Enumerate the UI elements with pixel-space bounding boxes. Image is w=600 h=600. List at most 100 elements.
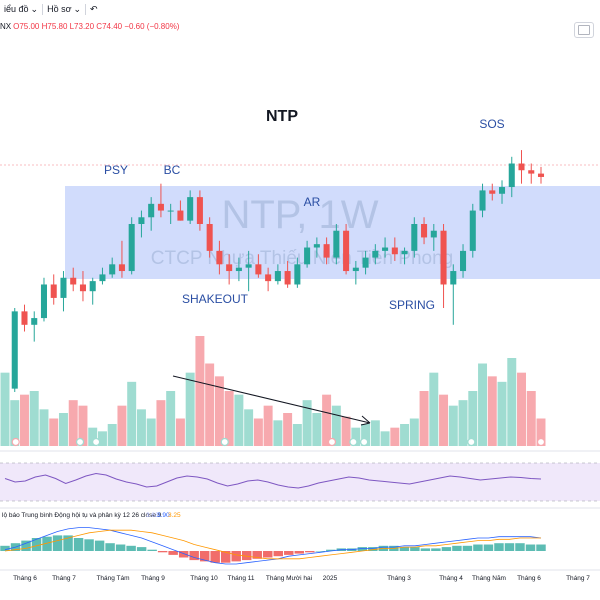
volume-bar xyxy=(312,413,322,446)
candle-body xyxy=(50,284,57,298)
volume-bar xyxy=(497,381,507,446)
chart-menu[interactable]: iểu đồ ⌄ xyxy=(0,4,42,15)
candle-body xyxy=(274,271,281,282)
volume-bar xyxy=(88,427,98,446)
volume-bar xyxy=(117,405,127,446)
macd-line xyxy=(4,527,542,565)
volume-bar xyxy=(322,394,332,446)
candle-body xyxy=(265,274,272,282)
volume-bar xyxy=(439,394,449,446)
profile-menu[interactable]: Hồ sơ ⌄ xyxy=(43,4,85,15)
candle-body xyxy=(79,284,86,292)
macd-histogram-bar xyxy=(241,551,252,561)
macd-histogram-bar xyxy=(326,549,336,551)
macd-histogram-bar xyxy=(420,548,431,551)
event-marker xyxy=(349,437,358,447)
macd-histogram-bar xyxy=(84,539,94,551)
volume-bar xyxy=(58,413,68,446)
volume-bar xyxy=(478,363,488,446)
candle-body xyxy=(372,250,379,258)
volume-bar xyxy=(517,372,526,446)
macd-histogram-bar xyxy=(452,545,462,551)
macd-histogram-bar xyxy=(483,544,494,551)
candle-body xyxy=(235,267,242,272)
macd-histogram-bar xyxy=(147,549,157,551)
candle-body xyxy=(537,173,545,177)
candle-body xyxy=(479,190,486,211)
candle-body xyxy=(450,271,457,285)
volume-bar xyxy=(429,372,439,446)
macd-histogram-bar xyxy=(494,543,504,551)
event-marker xyxy=(327,437,337,447)
macd-histogram-bar xyxy=(357,547,368,551)
chart-title: NTP xyxy=(266,108,298,125)
series-legend: NX O75.00 H75.80 L73.20 C74.40 −0.60 (−0… xyxy=(0,20,179,32)
macd-histogram-bar xyxy=(410,547,420,551)
volume-bar xyxy=(526,391,536,446)
macd-histogram-bar xyxy=(94,540,105,551)
volume-bar xyxy=(351,427,361,446)
volume-bar xyxy=(29,391,39,446)
macd-legend: lộ báo Trung bình Động hội tụ và phân kỳ… xyxy=(2,512,162,519)
volume-bar xyxy=(341,416,351,446)
volume-bar xyxy=(507,358,517,446)
candle-body xyxy=(148,203,155,218)
volume-bar xyxy=(0,372,10,446)
candle-body xyxy=(118,264,125,272)
volume-bar xyxy=(156,400,166,446)
volume-bar xyxy=(68,400,78,446)
candle-body xyxy=(40,284,48,319)
screenshot-button[interactable] xyxy=(574,22,594,38)
x-tick-label: Tháng 6 xyxy=(517,575,541,582)
candle-body xyxy=(421,224,428,238)
macd-histogram-bar xyxy=(525,544,536,551)
toolbar-divider xyxy=(42,3,44,15)
candle-body xyxy=(255,264,262,275)
x-tick-label: Tháng 6 xyxy=(13,575,37,582)
macd-value: 3.63 xyxy=(146,512,159,519)
macd-histogram-bar xyxy=(21,540,31,551)
macd-histogram-bar xyxy=(441,547,452,551)
x-tick-label: 2025 xyxy=(323,575,338,582)
volume-bar xyxy=(39,409,49,446)
volume-bar xyxy=(536,418,546,446)
macd-histogram-bar xyxy=(273,551,283,557)
macd-histogram-bar xyxy=(115,544,126,551)
event-marker xyxy=(220,437,229,447)
volume-bar xyxy=(458,400,468,446)
event-marker xyxy=(11,437,20,447)
volume-bar xyxy=(107,424,117,446)
candle-body xyxy=(333,230,340,258)
volume-layer xyxy=(0,336,546,446)
volume-bar xyxy=(195,336,205,446)
macd-histogram-bar xyxy=(168,551,178,555)
annotation-shakeout: SHAKEOUT xyxy=(182,292,249,306)
x-tick-label: Tháng 7 xyxy=(52,575,76,582)
macd-histogram-bar xyxy=(63,535,73,551)
volume-bar xyxy=(253,418,263,446)
candle-body xyxy=(294,264,301,285)
legend-ohlc: O75.00 H75.80 L73.20 C74.40 −0.60 (−0.80… xyxy=(13,21,180,31)
candle-body xyxy=(157,203,164,211)
candle-body xyxy=(226,264,233,272)
candle-body xyxy=(284,271,291,285)
volume-bar xyxy=(20,394,29,446)
macd-histogram-bar xyxy=(536,544,546,551)
macd-histogram-bar xyxy=(0,545,10,551)
x-tick-label: Tháng 4 xyxy=(439,575,463,582)
macd-histogram-bar xyxy=(399,547,410,551)
annotation-sos: SOS xyxy=(479,117,504,131)
volume-bar xyxy=(146,418,156,446)
x-tick-label: Tháng 11 xyxy=(228,575,255,582)
volume-bar xyxy=(78,405,88,446)
candle-body xyxy=(304,247,311,265)
macd-histogram-bar xyxy=(252,551,262,559)
macd-histogram-bar xyxy=(315,551,326,552)
annotation-psy: PSY xyxy=(104,163,128,177)
candle-body xyxy=(313,244,320,248)
undo-button[interactable]: ↶ xyxy=(86,4,102,15)
watermark-symbol: NTP, 1W xyxy=(221,193,378,237)
macd-histogram-bar xyxy=(263,551,273,558)
toolbar-divider xyxy=(85,3,87,15)
